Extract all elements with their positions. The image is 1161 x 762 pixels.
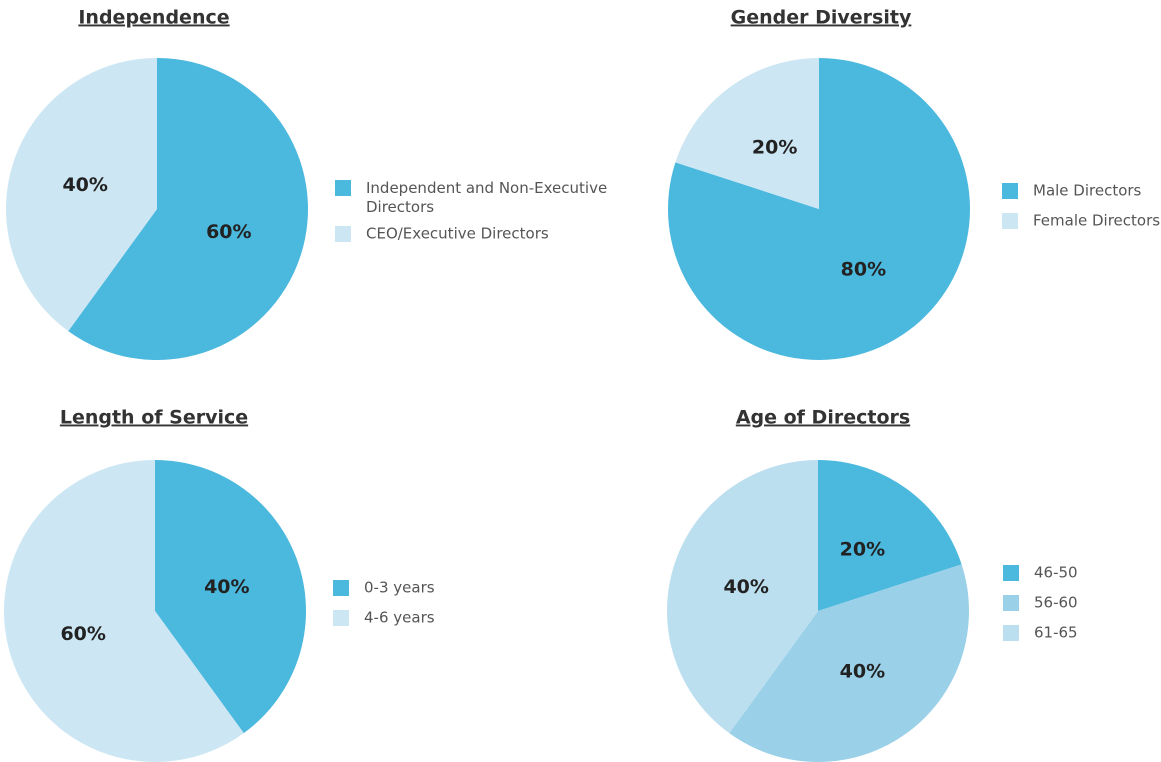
pie-slice [155,460,306,734]
legend-swatch [1003,595,1019,611]
legend-swatch [333,580,349,596]
legend-swatch [1002,213,1018,229]
legend-swatch [333,610,349,626]
value-label: 40% [840,661,885,683]
legend-label: CEO/Executive Directors [366,225,549,243]
value-label: 60% [60,623,105,645]
chart-title: Length of Service [60,407,248,429]
legend-label: 61-65 [1034,624,1078,642]
legend-label: 56-60 [1034,594,1078,612]
legend-swatch [335,180,351,196]
legend-label: Independent and Non-Executive Directors [366,179,607,216]
chart-title: Independence [78,7,229,29]
pie-slice [729,564,969,762]
legend-swatch [1003,625,1019,641]
chart-title: Age of Directors [736,407,910,429]
pie-slice [818,460,962,611]
legend-label: Female Directors [1033,212,1160,230]
pie-slice [667,460,818,734]
legend-swatch [1003,565,1019,581]
value-label: 40% [62,174,107,196]
value-label: 20% [752,136,797,158]
legend-swatch [1002,183,1018,199]
value-label: 40% [723,576,768,598]
value-label: 80% [841,259,886,281]
pie-slice [675,58,819,209]
pie-slice [68,58,309,360]
legend-label: 4-6 years [364,609,435,627]
value-label: 20% [840,538,885,560]
chart-title: Gender Diversity [731,7,912,29]
legend-label: Male Directors [1033,182,1142,200]
legend-label: 0-3 years [364,579,435,597]
value-label: 60% [206,221,251,243]
pie-slice [4,460,244,762]
legend-label: 46-50 [1034,564,1078,582]
value-label: 40% [204,576,249,598]
legend-swatch [335,226,351,242]
pie-slice [6,58,157,332]
